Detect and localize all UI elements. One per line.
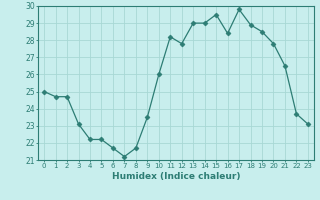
X-axis label: Humidex (Indice chaleur): Humidex (Indice chaleur) (112, 172, 240, 181)
